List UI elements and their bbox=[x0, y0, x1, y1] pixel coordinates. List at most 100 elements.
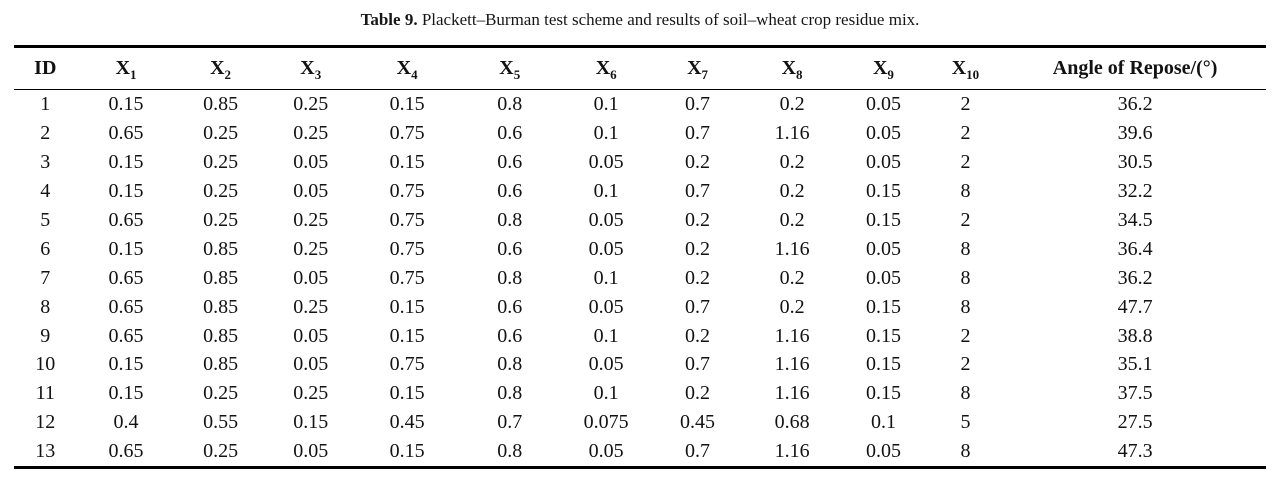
table-cell: 0.45 bbox=[389, 411, 425, 434]
table-cell: 0.05 bbox=[588, 295, 624, 318]
table-cell: 1.16 bbox=[774, 382, 810, 405]
table-cell: 0.2 bbox=[685, 382, 711, 405]
table-cell: 0.075 bbox=[583, 411, 629, 434]
table-cell: 0.2 bbox=[685, 151, 711, 174]
table-cell: 10 bbox=[35, 353, 56, 376]
table-row: 12 0.4 0.55 0.15 0.45 0.7 0.075 0.45 0.68 0.1 5 27.… bbox=[14, 408, 1266, 437]
table-cell: 47.3 bbox=[1117, 440, 1153, 463]
table-cell: 0.75 bbox=[389, 180, 425, 203]
table-cell: 0.68 bbox=[774, 411, 810, 434]
table-cell: 0.15 bbox=[865, 180, 901, 203]
table-cell: 0.15 bbox=[108, 151, 144, 174]
table-cell: 0.7 bbox=[685, 295, 711, 318]
table-cell: 0.05 bbox=[588, 209, 624, 231]
table-row: 4 0.15 0.25 0.05 0.75 0.6 0.1 0.7 0.2 0.15 8 32.2 bbox=[14, 177, 1266, 206]
table-cell: 0.15 bbox=[389, 324, 425, 347]
table-cell: 0.25 bbox=[293, 295, 329, 318]
table-cell: 38.8 bbox=[1117, 324, 1153, 347]
table-cell: 0.55 bbox=[203, 411, 239, 434]
table-cell: 0.25 bbox=[203, 180, 239, 203]
table-cell: 0.1 bbox=[593, 382, 619, 405]
table-cell: 0.15 bbox=[389, 382, 425, 405]
table-cell: 0.2 bbox=[685, 324, 711, 347]
table-cell: 0.15 bbox=[865, 353, 901, 376]
table-cell: 0.2 bbox=[779, 266, 805, 289]
table-cell: 2 bbox=[40, 122, 51, 145]
table-cell: 8 bbox=[960, 180, 971, 203]
table-header: ID X1 X2 X3 X4 X5 X6 X7 X8 X9 X10 Angle of Repose/(… bbox=[14, 46, 1266, 90]
table-cell: 9 bbox=[40, 324, 51, 347]
table-cell: 0.7 bbox=[685, 353, 711, 376]
table-cell: 36.4 bbox=[1117, 237, 1153, 260]
table-cell: 0.25 bbox=[203, 440, 239, 463]
table-cell: 0.65 bbox=[108, 122, 144, 145]
column-header-subscript: 3 bbox=[314, 67, 322, 82]
table-cell: 0.05 bbox=[865, 151, 901, 174]
column-header-subscript: 6 bbox=[610, 67, 617, 82]
column-header-subscript: 8 bbox=[796, 67, 803, 82]
table-cell: 0.15 bbox=[108, 353, 144, 376]
table-cell: 0.6 bbox=[497, 122, 523, 145]
table-cell: 0.7 bbox=[685, 122, 711, 145]
table-cell: 0.75 bbox=[389, 237, 425, 260]
table-cell: 0.65 bbox=[108, 324, 144, 347]
table-cell: 0.2 bbox=[779, 93, 805, 116]
table-cell: 0.8 bbox=[497, 382, 523, 405]
table-cell: 0.8 bbox=[497, 353, 523, 376]
table-row: 3 0.15 0.25 0.05 0.15 0.6 0.05 0.2 0.2 0.05 2 30.5 bbox=[14, 148, 1266, 177]
table-cell: 0.6 bbox=[497, 295, 523, 318]
table-cell: 0.25 bbox=[293, 382, 329, 405]
table-cell: 0.75 bbox=[389, 122, 425, 145]
table-cell: 1 bbox=[40, 93, 51, 116]
column-header-x7: X7 bbox=[651, 46, 744, 90]
table-cell: 0.15 bbox=[389, 295, 425, 318]
table-cell: 0.7 bbox=[685, 180, 711, 203]
table-row: 1 0.15 0.85 0.25 0.15 0.8 0.1 0.7 0.2 0.05 2 36.2 bbox=[14, 90, 1266, 119]
table-cell: 0.15 bbox=[865, 382, 901, 405]
table-cell: 0.25 bbox=[293, 237, 329, 260]
table-cell: 0.65 bbox=[108, 440, 144, 463]
table-cell: 2 bbox=[960, 353, 971, 376]
table-cell: 0.8 bbox=[497, 209, 523, 231]
table-cell: 0.65 bbox=[108, 266, 144, 289]
column-header-subscript: 5 bbox=[513, 67, 521, 82]
table-cell: 0.7 bbox=[685, 440, 711, 463]
table-cell: 0.1 bbox=[593, 122, 619, 145]
table-row: 7 0.65 0.85 0.05 0.75 0.8 0.1 0.2 0.2 0.05 8 36.2 bbox=[14, 263, 1266, 292]
table-cell: 0.8 bbox=[497, 440, 523, 463]
column-header-subscript: 7 bbox=[701, 67, 709, 82]
table-cell: 0.25 bbox=[203, 209, 239, 231]
table-cell: 0.05 bbox=[293, 353, 329, 376]
table-cell: 0.75 bbox=[389, 266, 425, 289]
table-cell: 0.05 bbox=[293, 266, 329, 289]
table-cell: 0.05 bbox=[588, 353, 624, 376]
table-cell: 0.1 bbox=[870, 411, 896, 434]
table-cell: 0.15 bbox=[865, 209, 901, 231]
table-cell: 2 bbox=[960, 151, 971, 174]
table-cell: 0.15 bbox=[389, 151, 425, 174]
table-cell: 0.2 bbox=[685, 266, 711, 289]
table-body: 1 0.15 0.85 0.25 0.15 0.8 0.1 0.7 0.2 0.05 2 36.2 2 0… bbox=[14, 90, 1266, 468]
table-cell: 0.1 bbox=[593, 324, 619, 347]
table-cell: 1.16 bbox=[774, 440, 810, 463]
table-cell: 0.8 bbox=[497, 93, 523, 116]
table-cell: 0.85 bbox=[203, 237, 239, 260]
table-cell: 0.15 bbox=[865, 324, 901, 347]
table-cell: 0.85 bbox=[203, 353, 239, 376]
column-header-x9: X9 bbox=[840, 46, 927, 90]
column-header-x1: X1 bbox=[76, 46, 176, 90]
table-cell: 2 bbox=[960, 122, 971, 145]
table-header-row: ID X1 X2 X3 X4 X5 X6 X7 X8 X9 X10 Angle of Repose/(… bbox=[14, 46, 1266, 90]
column-header-x6: X6 bbox=[561, 46, 652, 90]
table-cell: 0.05 bbox=[588, 440, 624, 463]
column-header-angle-of-repose: Angle of Repose/(°) bbox=[1004, 46, 1266, 90]
table-cell: 0.1 bbox=[593, 180, 619, 203]
table-row: 9 0.65 0.85 0.05 0.15 0.6 0.1 0.2 1.16 0.15 2 38.8 bbox=[14, 321, 1266, 350]
table-cell: 1.16 bbox=[774, 122, 810, 145]
table-cell: 0.85 bbox=[203, 324, 239, 347]
column-header-subscript: 4 bbox=[411, 67, 418, 82]
table-cell: 0.05 bbox=[293, 440, 329, 463]
table-cell: 0.6 bbox=[497, 151, 523, 174]
table-cell: 37.5 bbox=[1117, 382, 1153, 405]
table-cell: 1.16 bbox=[774, 237, 810, 260]
